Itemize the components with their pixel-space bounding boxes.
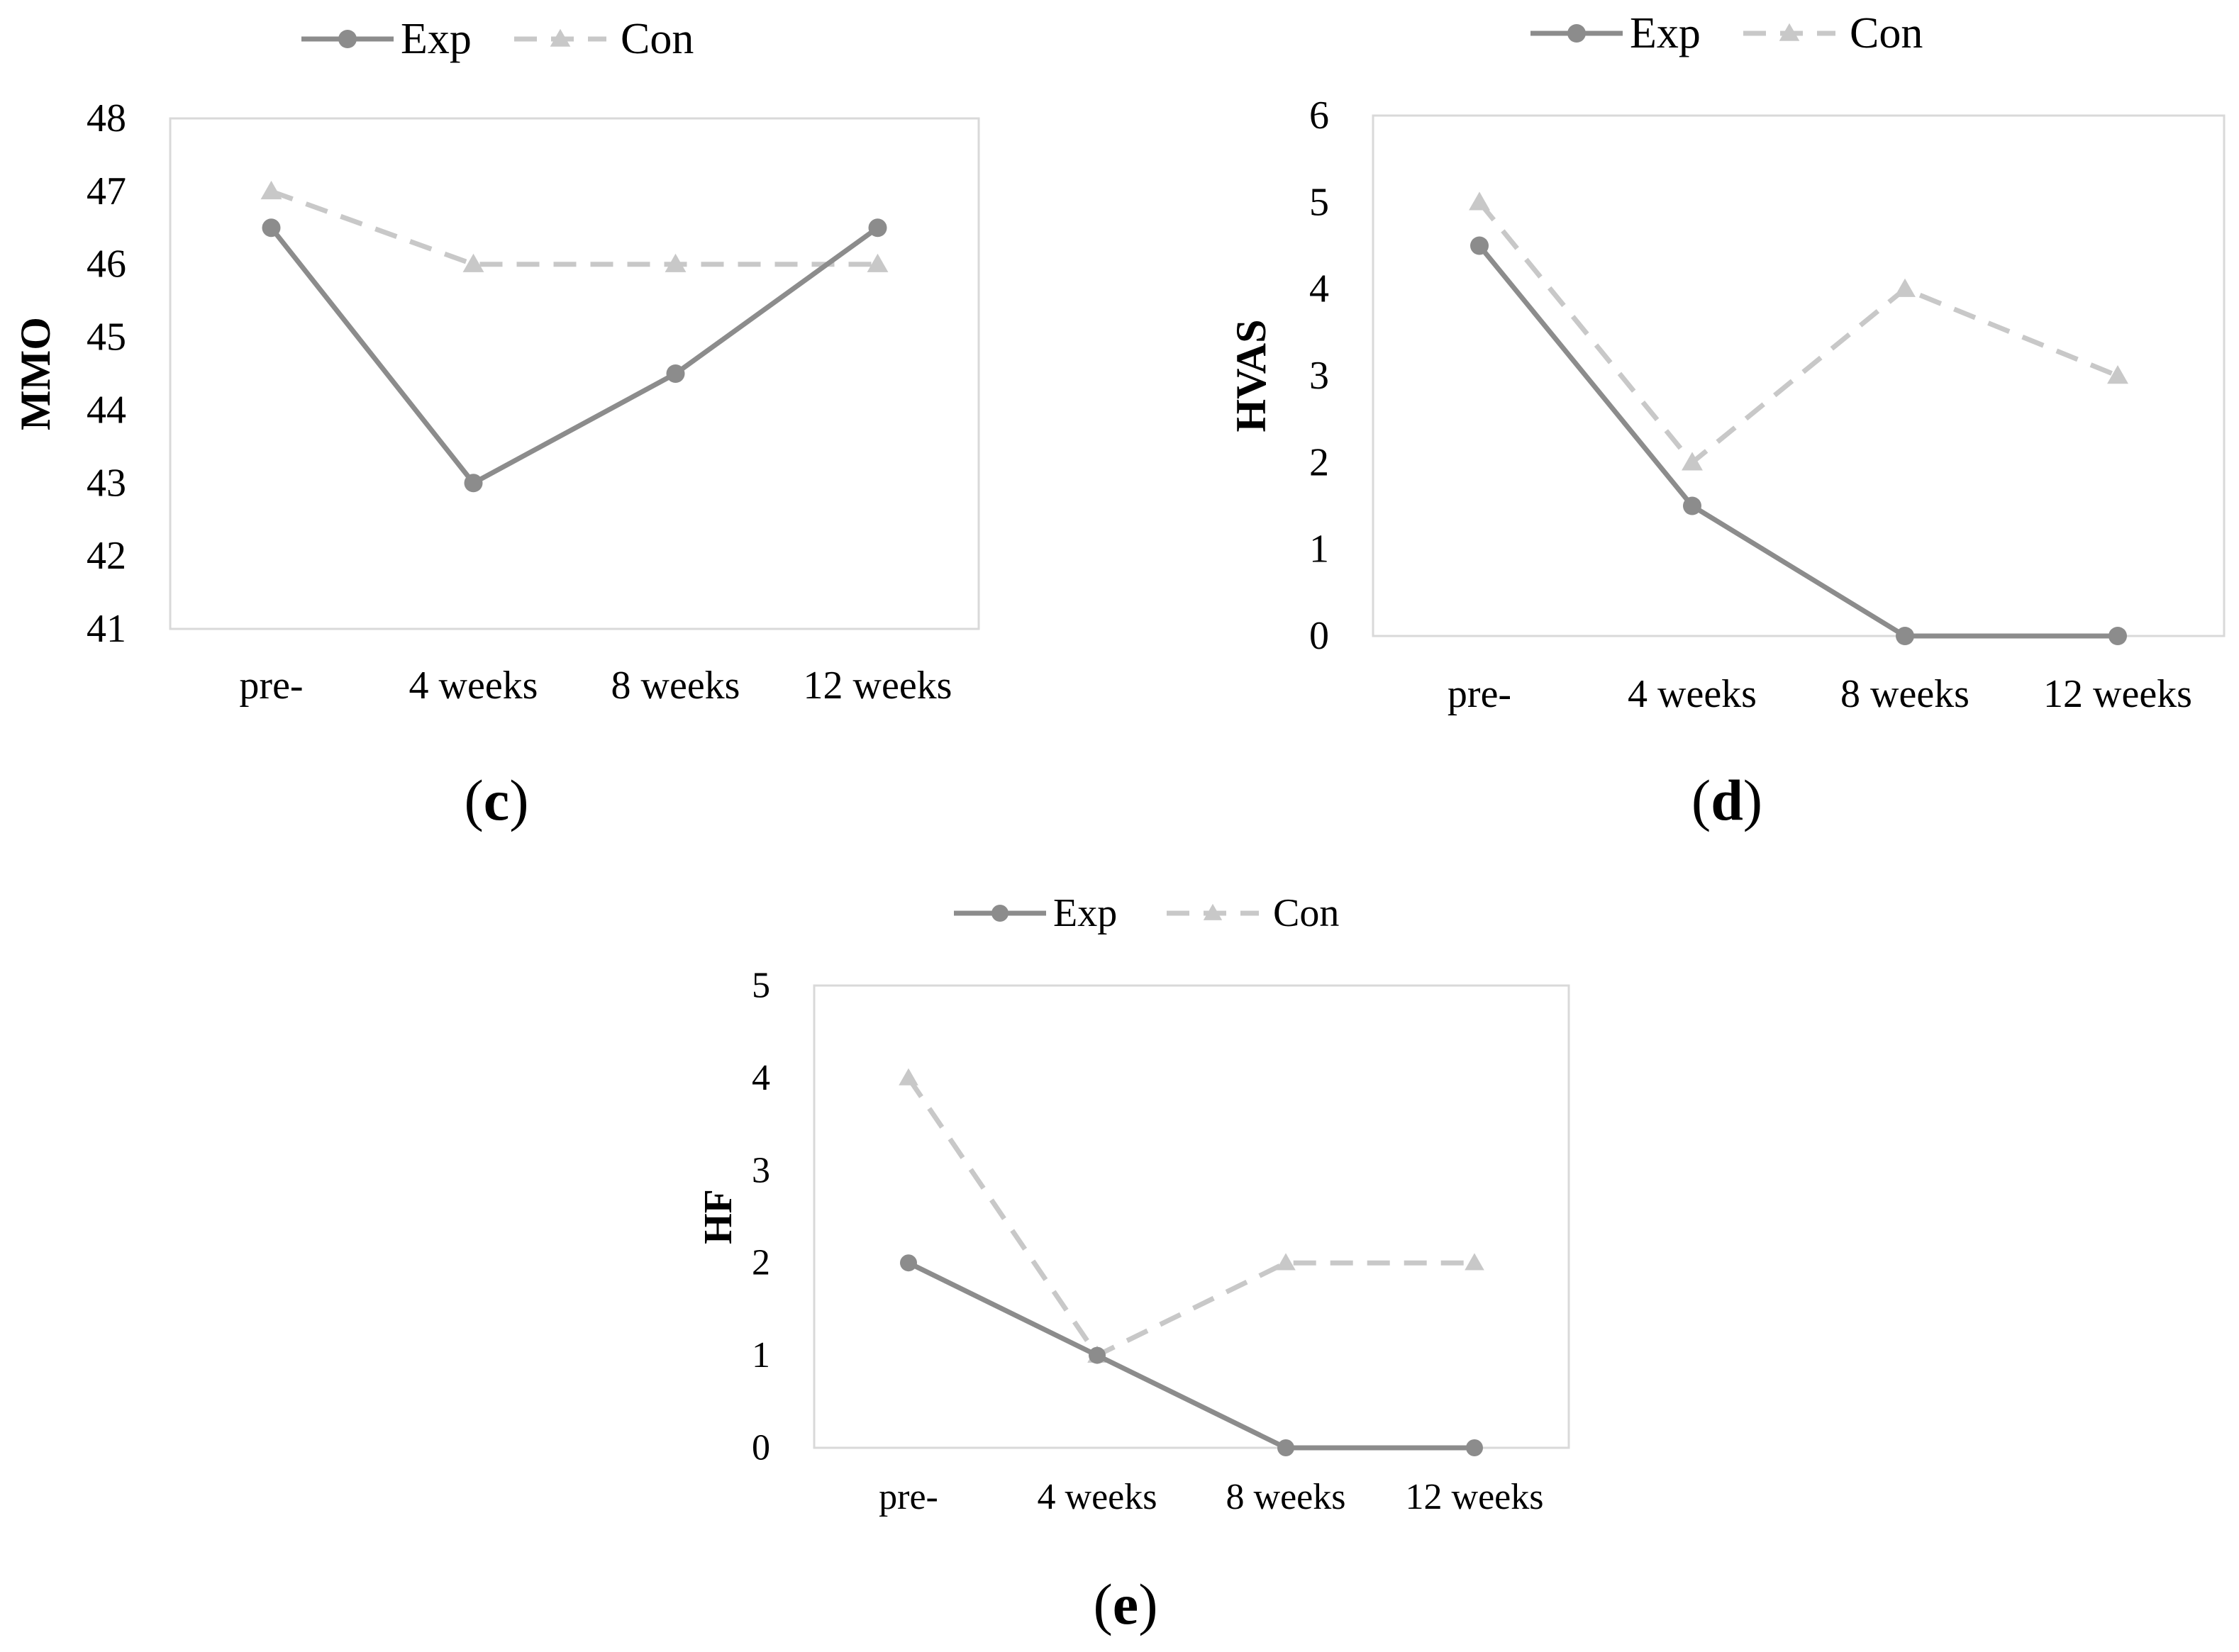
chart-d-series-con-line <box>1477 201 2119 465</box>
chart-c-y-tick-label: 43 <box>87 461 126 505</box>
chart-d-y-tick-label: 0 <box>1309 614 1329 658</box>
chart-d-x-tick-label: 12 weeks <box>2043 672 2192 716</box>
chart-e-exp-point <box>1089 1346 1106 1364</box>
chart-c-exp-point <box>868 218 887 238</box>
chart-d-legend-exp-label: Exp <box>1630 9 1701 57</box>
chart-d-y-tick-label: 6 <box>1309 94 1329 138</box>
chart-c-con-point <box>665 253 687 272</box>
chart-d-exp-point <box>1683 496 1701 515</box>
chart-c-x-tick-label: 12 weeks <box>804 664 952 708</box>
chart-c-x-tick-label: 4 weeks <box>409 664 538 708</box>
chart-e-x-tick-label: 8 weeks <box>1226 1477 1346 1517</box>
chart-d-x-tick-label: 4 weeks <box>1628 672 1757 716</box>
chart-c-y-tick-label: 47 <box>87 169 126 213</box>
chart-c-legend-con-marker <box>550 28 571 47</box>
chart-e-y-tick-label: 1 <box>752 1335 770 1375</box>
chart-e-series-exp-line <box>907 1261 1474 1451</box>
chart-e-x-tick-label: pre- <box>879 1477 938 1517</box>
chart-d-exp-point <box>1896 627 1914 645</box>
chart-c-series-exp-line <box>269 225 879 486</box>
chart-e-exp-point <box>900 1254 917 1272</box>
chart-d-x-tick-label: 8 weeks <box>1840 672 1969 716</box>
panel-caption-e: (e) <box>1093 1572 1158 1636</box>
chart-c-exp-point <box>262 218 281 238</box>
chart-e-y-tick-label: 3 <box>752 1150 770 1190</box>
chart-c-exp-point <box>666 364 685 383</box>
chart-c-y-tick-label: 42 <box>87 534 126 578</box>
chart-c-y-axis-title: MMO <box>12 317 59 430</box>
chart-d-y-tick-label: 3 <box>1309 354 1329 398</box>
chart-d-y-tick-label: 5 <box>1309 180 1329 224</box>
chart-e-exp-point <box>1277 1439 1294 1456</box>
chart-e-legend-con-marker <box>1203 903 1223 920</box>
panel-caption-d: (d) <box>1691 768 1763 832</box>
chart-e-legend-exp-marker <box>991 905 1009 922</box>
chart-e-y-tick-label: 5 <box>752 966 770 1006</box>
chart-c-plot-frame <box>169 117 980 630</box>
chart-d-x-tick-label: pre- <box>1448 672 1511 716</box>
chart-e-legend-exp-label: Exp <box>1053 891 1117 935</box>
chart-c-y-tick-label: 44 <box>87 388 126 432</box>
panel-label-e: e <box>1112 1572 1139 1636</box>
chart-d-plot-frame <box>1372 114 2226 637</box>
chart-d-y-tick-label: 4 <box>1309 267 1329 311</box>
chart-d-y-tick-label: 2 <box>1309 440 1329 484</box>
chart-c-y-tick-label: 45 <box>87 316 126 359</box>
chart-d-con-point <box>1469 191 1490 211</box>
chart-c-y-tick-label: 46 <box>87 242 126 286</box>
chart-c-exp-point <box>464 474 483 493</box>
panel-label-c: c <box>483 768 510 832</box>
chart-d-series-exp-line <box>1477 244 2118 639</box>
chart-e-y-tick-label: 0 <box>752 1428 770 1468</box>
chart-d-y-tick-label: 1 <box>1309 528 1329 571</box>
chart-e-series-con-line <box>906 1076 1474 1358</box>
chart-c-series-con-line <box>270 189 878 267</box>
chart-d-con-point <box>2107 365 2128 384</box>
chart-e-con-point <box>1276 1253 1296 1271</box>
chart-d-y-axis-title: HVAS <box>1228 320 1274 432</box>
chart-c-legend-exp-marker <box>338 30 357 48</box>
chart-d-con-point <box>1682 452 1703 471</box>
chart-c-legend-con-label: Con <box>621 15 694 63</box>
panel-caption-c: (c) <box>464 768 529 832</box>
chart-c-con-point <box>260 180 282 200</box>
chart-e-plot-frame <box>813 984 1570 1449</box>
chart-e-con-point <box>1465 1253 1484 1271</box>
chart-e-x-tick-label: 4 weeks <box>1038 1477 1157 1517</box>
chart-e-x-tick-label: 12 weeks <box>1406 1477 1544 1517</box>
chart-e-y-tick-label: 4 <box>752 1058 770 1098</box>
chart-c-x-tick-label: pre- <box>239 664 303 708</box>
chart-d-con-point <box>1894 278 1916 297</box>
chart-c-y-tick-label: 48 <box>87 96 126 140</box>
chart-d-legend-con-label: Con <box>1850 9 1923 57</box>
chart-d-legend-con-marker <box>1779 23 1800 41</box>
chart-e-con-point <box>899 1068 918 1085</box>
chart-d-exp-point <box>1470 236 1489 255</box>
chart-c-legend-exp-label: Exp <box>401 15 472 63</box>
chart-c-con-point <box>462 253 484 272</box>
chart-e-y-axis-title: HF <box>696 1189 740 1244</box>
chart-c-y-tick-label: 41 <box>87 607 126 651</box>
chart-e-y-tick-label: 2 <box>752 1243 770 1283</box>
chart-d-exp-point <box>2109 627 2127 645</box>
chart-e-legend-con-label: Con <box>1273 891 1339 935</box>
panel-label-d: d <box>1711 768 1743 832</box>
chart-c-x-tick-label: 8 weeks <box>611 664 740 708</box>
chart-c-con-point <box>867 253 889 272</box>
chart-e-exp-point <box>1466 1439 1483 1456</box>
chart-d-legend-exp-marker <box>1567 24 1586 43</box>
